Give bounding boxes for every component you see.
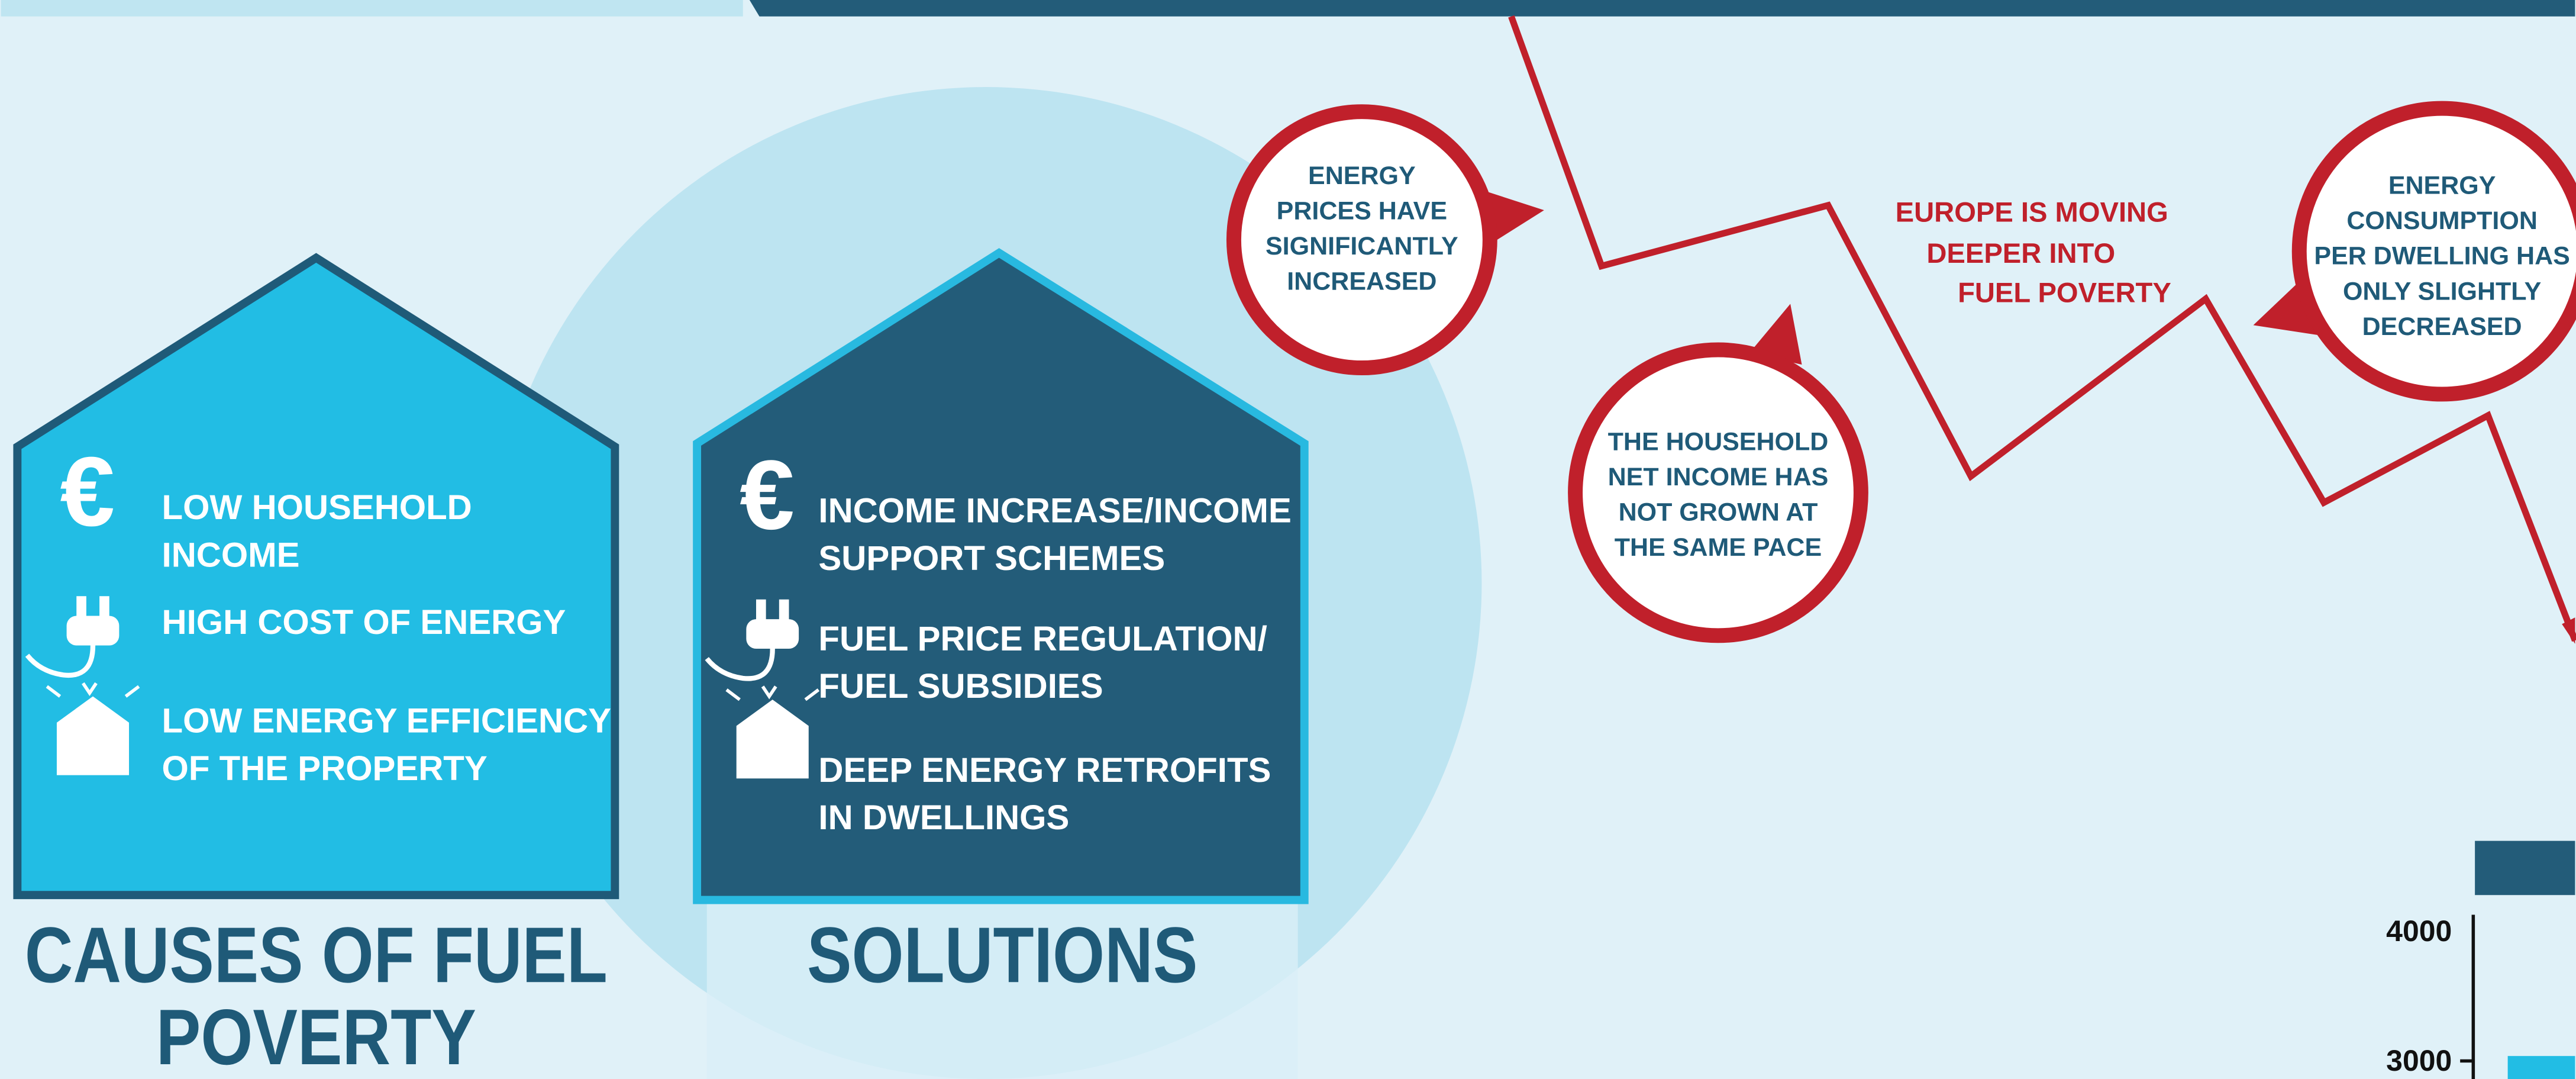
callout-text: ONLY SLIGHTLY [2343, 277, 2541, 305]
trend-label: EUROPE IS MOVING [1896, 197, 2168, 228]
list-item: INCOME [162, 536, 300, 574]
callout-text: ENERGY [2388, 171, 2496, 199]
plug-cord [25, 645, 96, 678]
list-item: FUEL SUBSIDIES [818, 667, 1103, 706]
list-item: OF THE PROPERTY [162, 749, 488, 788]
list-item: SUPPORT SCHEMES [818, 539, 1165, 578]
plug-pin [76, 596, 86, 620]
euro-icon: € [740, 440, 795, 550]
callout-text: NET INCOME HAS [1608, 463, 1829, 491]
trend-label: DEEPER INTO [1926, 237, 2115, 269]
plug-pin [756, 599, 766, 623]
callout-text: INCREASED [1287, 268, 1437, 296]
plug-cord [705, 648, 775, 681]
axis-label: 4000 [2386, 914, 2452, 948]
callout-text: SIGNIFICANTLY [1266, 232, 1458, 260]
plug-pin [779, 599, 789, 623]
icons: € € [25, 437, 820, 779]
bg-panel [706, 900, 1298, 1079]
list-item: INCOME INCREASE/INCOME [818, 491, 1291, 530]
top-band-light [1, 0, 743, 17]
callout-text: PRICES HAVE [1277, 197, 1447, 225]
callout-text: DECREASED [2362, 313, 2522, 341]
list-item: LOW HOUSEHOLD [162, 488, 472, 527]
list-item: HIGH COST OF ENERGY [162, 603, 566, 642]
heat-arrows [46, 682, 140, 698]
house-icon [56, 696, 130, 775]
callout-text: ENERGY [1308, 162, 1416, 190]
top-band-dark [749, 0, 2575, 17]
callout-bubble [1226, 104, 1497, 376]
plug-icon [66, 616, 120, 646]
plug-icon [746, 619, 799, 649]
callout-bubble [2291, 101, 2576, 402]
euro-icon: € [60, 437, 115, 547]
causes-house [13, 253, 619, 900]
house-icon [736, 700, 809, 779]
list-item: IN DWELLINGS [818, 798, 1069, 837]
section-title: CAUSES OF FUEL [25, 911, 608, 999]
section-title: POVERTY [156, 993, 476, 1079]
list-item: LOW ENERGY EFFICIENCY [162, 702, 611, 740]
bar [2507, 1056, 2575, 1079]
callout-text: THE HOUSEHOLD [1608, 427, 1829, 456]
arrow-head [2562, 617, 2575, 644]
callout-text: CONSUMPTION [2346, 207, 2538, 235]
callout-bubble [1568, 342, 1868, 643]
callout-text: THE SAME PACE [1615, 533, 1822, 562]
callout-text: NOT GROWN AT [1619, 498, 1818, 527]
heat-arrows [725, 685, 820, 701]
axis-label: 3000 [2386, 1044, 2452, 1077]
section-title: SOLUTIONS [807, 911, 1197, 999]
list-item: FUEL PRICE REGULATION/ [818, 620, 1267, 658]
trend-line [1508, 15, 2576, 642]
callout-text: PER DWELLING HAS [2314, 242, 2569, 270]
trend-label: FUEL POVERTY [1958, 277, 2171, 308]
list-item: DEEP ENERGY RETROFITS [818, 751, 1271, 790]
chart-header [2475, 840, 2575, 896]
plug-pin [99, 596, 109, 620]
solutions-house [693, 248, 1309, 904]
